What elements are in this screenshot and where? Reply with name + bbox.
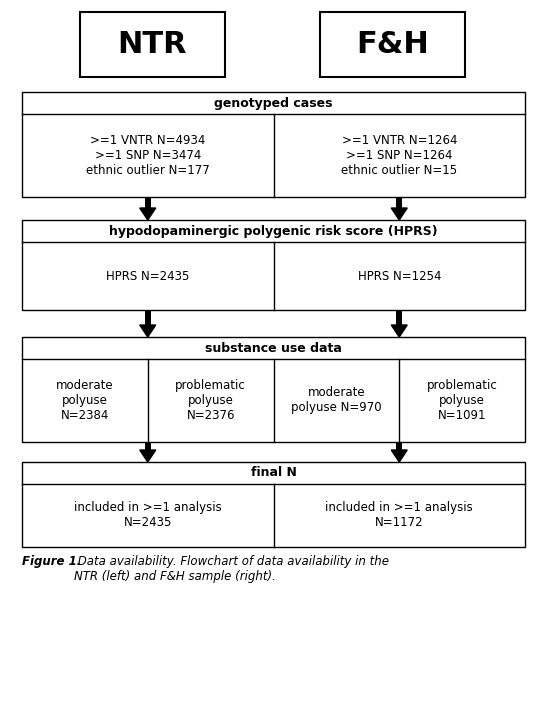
Bar xyxy=(80,12,225,77)
Polygon shape xyxy=(139,450,156,462)
Polygon shape xyxy=(139,208,156,220)
Bar xyxy=(22,92,525,197)
Text: substance use data: substance use data xyxy=(205,342,342,354)
Text: Figure 1.: Figure 1. xyxy=(22,555,82,568)
Text: hypodopaminergic polygenic risk score (HPRS): hypodopaminergic polygenic risk score (H… xyxy=(109,225,438,238)
Text: included in >=1 analysis
N=2435: included in >=1 analysis N=2435 xyxy=(74,501,222,530)
Bar xyxy=(320,12,465,77)
Polygon shape xyxy=(391,325,408,337)
Text: HPRS N=1254: HPRS N=1254 xyxy=(358,269,441,282)
Text: moderate
polyuse N=970: moderate polyuse N=970 xyxy=(291,386,382,415)
Text: final N: final N xyxy=(251,467,296,479)
Text: genotyped cases: genotyped cases xyxy=(214,96,333,109)
Text: F&H: F&H xyxy=(356,30,429,59)
Text: Data availability. Flowchart of data availability in the
NTR (left) and F&H samp: Data availability. Flowchart of data ava… xyxy=(74,555,389,583)
Bar xyxy=(396,442,402,450)
Text: problematic
polyuse
N=1091: problematic polyuse N=1091 xyxy=(427,379,498,422)
Text: included in >=1 analysis
N=1172: included in >=1 analysis N=1172 xyxy=(325,501,473,530)
Polygon shape xyxy=(391,450,408,462)
Bar xyxy=(22,462,525,547)
Text: moderate
polyuse
N=2384: moderate polyuse N=2384 xyxy=(56,379,114,422)
Polygon shape xyxy=(391,208,408,220)
Polygon shape xyxy=(139,325,156,337)
Bar xyxy=(145,310,151,325)
Bar xyxy=(22,220,525,310)
Text: >=1 VNTR N=1264
>=1 SNP N=1264
ethnic outlier N=15: >=1 VNTR N=1264 >=1 SNP N=1264 ethnic ou… xyxy=(341,134,457,177)
Bar xyxy=(396,197,402,208)
Bar xyxy=(145,197,151,208)
Bar xyxy=(396,310,402,325)
Text: >=1 VNTR N=4934
>=1 SNP N=3474
ethnic outlier N=177: >=1 VNTR N=4934 >=1 SNP N=3474 ethnic ou… xyxy=(86,134,210,177)
Text: problematic
polyuse
N=2376: problematic polyuse N=2376 xyxy=(175,379,246,422)
Bar xyxy=(22,337,525,442)
Bar xyxy=(145,442,151,450)
Text: NTR: NTR xyxy=(118,30,187,59)
Text: HPRS N=2435: HPRS N=2435 xyxy=(106,269,189,282)
